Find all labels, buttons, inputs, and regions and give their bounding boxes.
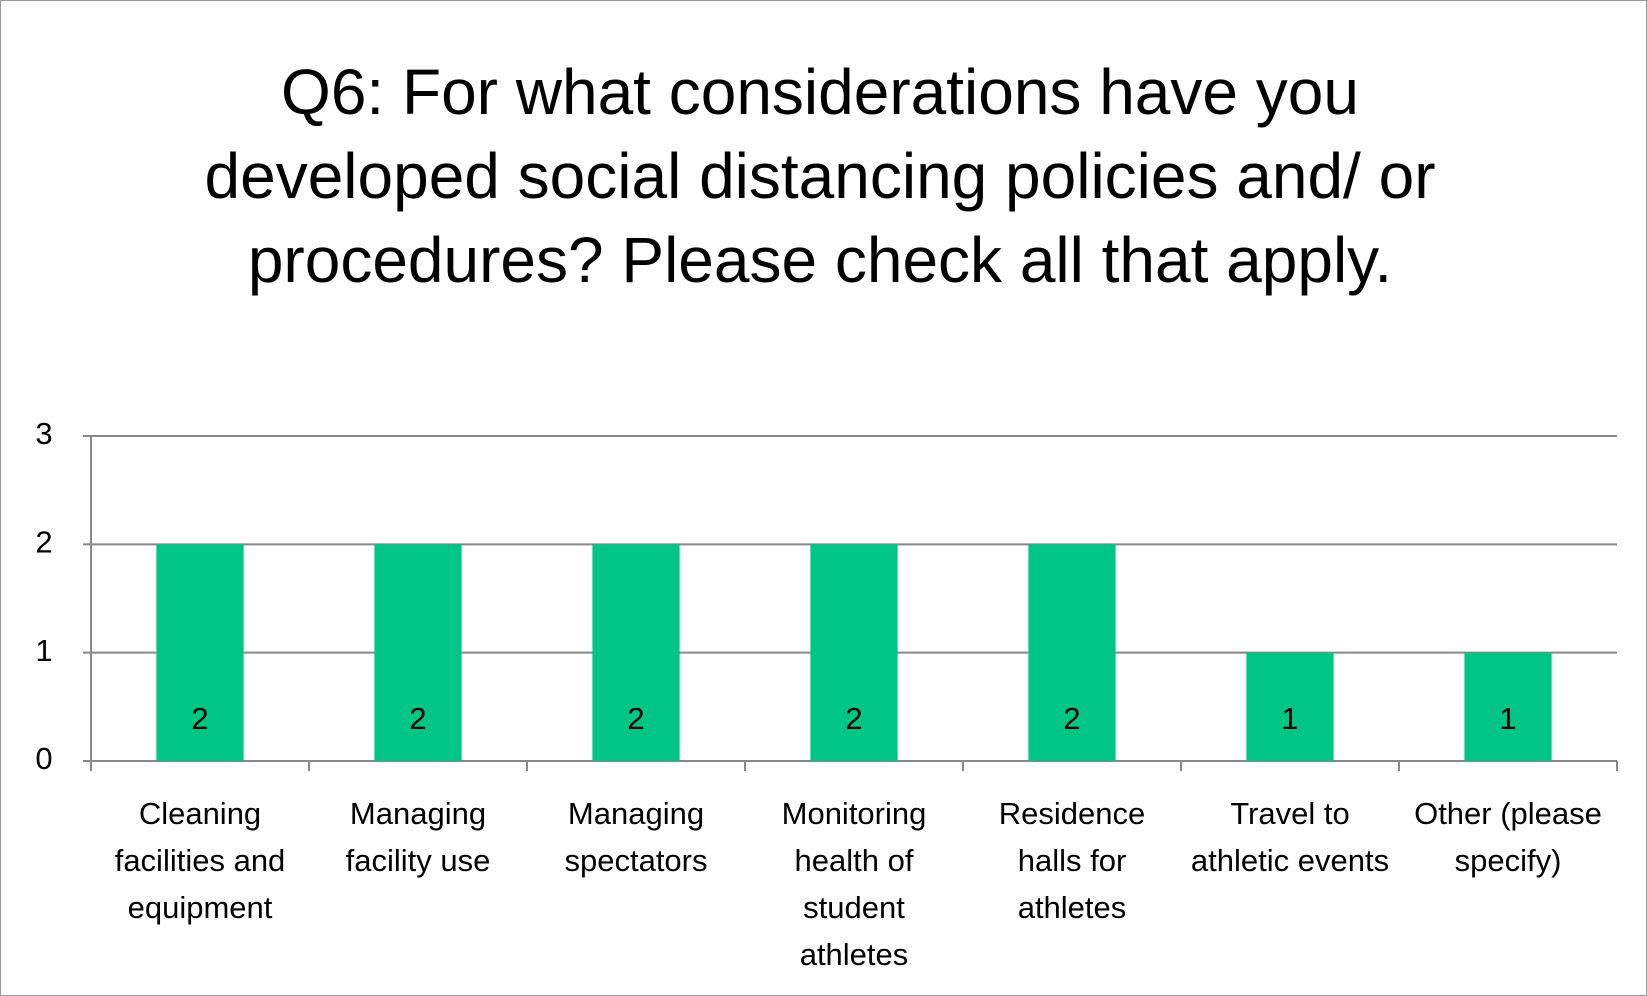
bar — [1464, 652, 1552, 761]
y-tick-label: 1 — [35, 633, 52, 668]
x-tick-label: Managing spectators — [564, 796, 708, 878]
x-tick-label: Other (please specify) — [1414, 796, 1602, 878]
x-tick-label: Managing facility use — [345, 796, 491, 878]
data-label: 2 — [409, 701, 426, 736]
y-tick-label: 0 — [35, 741, 52, 776]
chart-title: Q6: For what considerations have you dev… — [204, 56, 1436, 296]
bar — [374, 544, 462, 761]
y-tick-label: 3 — [35, 416, 52, 451]
data-label: 2 — [627, 701, 644, 736]
x-tick-label: Travel to athletic events — [1190, 796, 1390, 878]
bar — [1028, 544, 1116, 761]
bar — [592, 544, 680, 761]
data-label: 1 — [1499, 701, 1516, 736]
data-label: 2 — [845, 701, 862, 736]
bar — [156, 544, 244, 761]
x-tick-label: Monitoring health of student athletes — [781, 796, 927, 972]
x-tick-label: Cleaning facilities and equipment — [114, 796, 286, 925]
bar — [810, 544, 898, 761]
data-label: 1 — [1281, 701, 1298, 736]
bar — [1246, 652, 1334, 761]
y-tick-label: 2 — [35, 525, 52, 560]
x-tick-label: Residence halls for athletes — [998, 796, 1146, 925]
data-label: 2 — [1063, 701, 1080, 736]
data-label: 2 — [191, 701, 208, 736]
